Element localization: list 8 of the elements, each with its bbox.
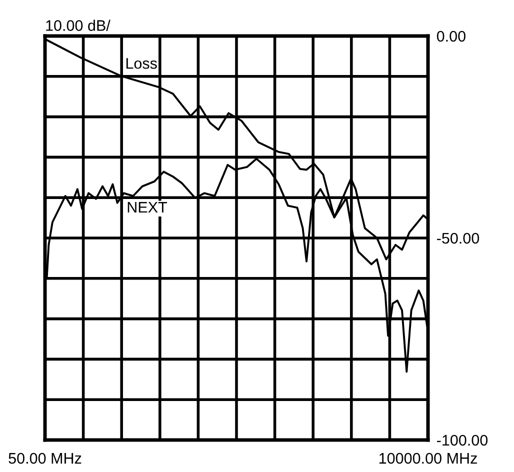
x-tick-label: 50.00 MHz [8,452,82,464]
series-label: Loss [126,58,157,69]
y-tick-label: -50.00 [437,232,480,244]
y-tick-label: -100.00 [437,434,488,446]
series-label: NEXT [128,202,168,213]
text: 10.00 dB/ [46,20,110,31]
x-tick-label: 10000.00 MHz [379,452,477,464]
y-tick-label: 0.00 [436,30,466,42]
